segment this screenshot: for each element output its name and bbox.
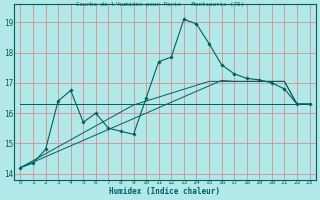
X-axis label: Humidex (Indice chaleur): Humidex (Indice chaleur) xyxy=(109,187,220,196)
Text: Courbe de l'humidex pour Paris - Montsouris (75): Courbe de l'humidex pour Paris - Montsou… xyxy=(76,2,244,7)
